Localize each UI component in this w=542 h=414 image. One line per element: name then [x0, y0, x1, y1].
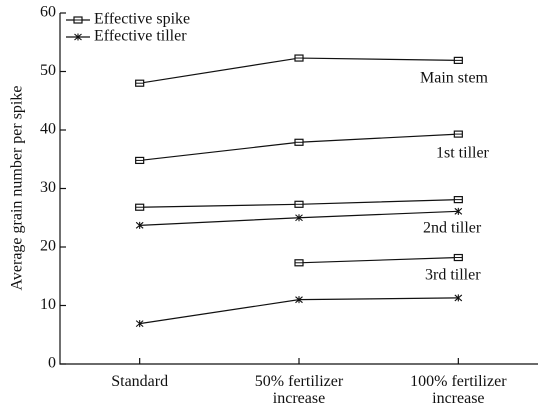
marker — [295, 296, 303, 304]
annotation: 1st tiller — [436, 145, 490, 162]
x-tick-label: 100% fertilizer increase — [410, 373, 507, 407]
x-tick-label: Standard — [111, 373, 168, 390]
x-tick-label-line: Standard — [111, 373, 168, 390]
legend-label: Effective spike — [94, 11, 190, 28]
marker — [453, 196, 463, 204]
series-line — [139, 57, 459, 84]
marker — [294, 200, 304, 208]
marker — [454, 207, 463, 215]
x-tick-label-line: 50% fertilizer — [255, 373, 344, 390]
legend-label: Effective tiller — [94, 28, 187, 45]
marker — [294, 138, 304, 146]
y-axis-label: Average grain number per spike — [9, 86, 26, 291]
x-tick-label-line: increase — [273, 390, 325, 407]
y-tick-label: 10 — [40, 296, 56, 313]
y-tick-label: 40 — [40, 121, 56, 138]
y-tick-label: 50 — [40, 62, 56, 79]
marker — [135, 221, 144, 229]
annotation: 2nd tiller — [423, 220, 482, 237]
y-tick-label: 60 — [40, 4, 56, 21]
axis-frame — [59, 13, 538, 365]
series-line — [139, 133, 459, 162]
x-tick-label: 50% fertilizer increase — [255, 373, 344, 407]
marker — [294, 54, 304, 62]
x-tick-label-line: increase — [432, 390, 484, 407]
marker — [135, 79, 145, 87]
y-tick-label: 20 — [40, 238, 56, 255]
marker — [135, 203, 145, 211]
series-line — [298, 256, 459, 264]
marker — [295, 214, 303, 222]
marker — [453, 56, 463, 64]
marker — [453, 130, 463, 138]
y-tick-label: 30 — [40, 179, 56, 196]
marker — [135, 320, 144, 328]
annotation: Main stem — [420, 70, 489, 87]
marker — [453, 253, 463, 262]
marker — [135, 156, 145, 165]
marker — [454, 294, 463, 302]
marker — [74, 33, 82, 41]
annotation: 3rd tiller — [425, 267, 481, 284]
marker — [294, 259, 304, 267]
x-tick-label-line: 100% fertilizer — [410, 373, 507, 390]
y-tick-label: 0 — [48, 355, 56, 372]
marker — [73, 16, 83, 24]
